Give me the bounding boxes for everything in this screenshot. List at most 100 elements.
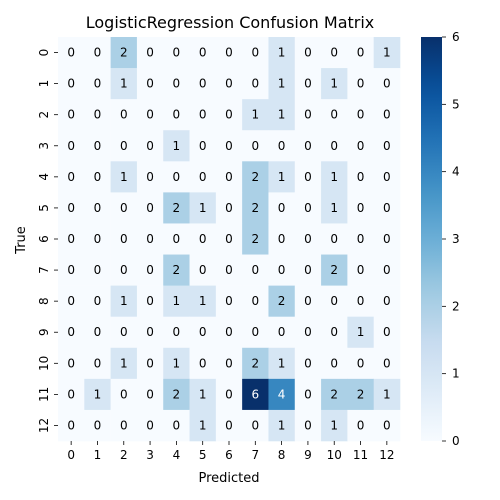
heatmap-cell [84,161,111,193]
cell-value-label: 0 [94,139,102,153]
heatmap-cell [268,409,296,442]
heatmap-cell [215,254,243,286]
heatmap-cell [242,316,269,349]
heatmap-cell [84,37,111,69]
heatmap-cell [136,254,164,286]
cell-value-label: 0 [225,46,233,60]
heatmap-cell [163,223,190,255]
cell-value-label: 0 [330,325,338,339]
heatmap-cell [163,68,190,100]
y-tick-label: 2 [37,111,51,119]
heatmap-cell [189,68,217,100]
heatmap-cell [136,161,164,193]
cell-value-label: 0 [304,387,312,401]
cell-value-label: 0 [357,418,365,432]
heatmap-cell [321,347,348,380]
heatmap-cell [84,285,111,317]
cell-value-label: 0 [304,232,312,246]
heatmap-cell [163,378,190,411]
heatmap-cell [268,130,296,162]
cell-value-label: 0 [94,418,102,432]
cell-value-label: 0 [199,263,207,277]
cell-value-label: 0 [146,77,154,91]
heatmap-cell [373,316,401,349]
cell-value-label: 0 [120,418,128,432]
heatmap-cell [321,130,348,162]
colorbar-tick-label: 1 [452,367,460,381]
cell-value-label: 0 [357,356,365,370]
heatmap-cell [268,223,296,255]
colorbar-tick-label: 2 [452,299,460,313]
cell-value-label: 4 [278,387,286,401]
cell-value-label: 2 [173,387,181,401]
heatmap-cell [347,347,374,380]
heatmap-cell [136,192,164,224]
cell-value-label: 0 [304,294,312,308]
cell-value-label: 1 [173,356,181,370]
x-tick-label: 11 [353,448,368,462]
y-tick-label: 12 [37,418,51,433]
heatmap-cell [136,99,164,131]
cell-value-label: 0 [67,325,75,339]
heatmap-cell [294,409,322,442]
y-tick-label: 8 [37,297,51,305]
heatmap-cell [163,161,190,193]
cell-value-label: 0 [199,108,207,122]
x-tick-label: 6 [225,448,233,462]
heatmap-cell [215,161,243,193]
cell-value-label: 0 [225,387,233,401]
heatmap-cell [373,223,401,255]
heatmap-cell [58,223,85,255]
heatmap-cell [321,223,348,255]
heatmap-cell [242,68,269,100]
y-tick-label: 7 [37,266,51,274]
cell-value-label: 0 [173,170,181,184]
cell-value-label: 1 [330,201,338,215]
cell-value-label: 2 [330,387,338,401]
cell-value-label: 0 [357,77,365,91]
cell-value-label: 0 [94,201,102,215]
heatmap-cell [268,254,296,286]
heatmap-cell [321,254,348,286]
heatmap-cell [136,347,164,380]
y-tick-label: 11 [37,387,51,402]
x-tick-label: 10 [327,448,342,462]
cell-value-label: 0 [94,108,102,122]
heatmap-cell [189,347,217,380]
cell-value-label: 0 [225,201,233,215]
cell-value-label: 1 [199,294,207,308]
heatmap-cell [373,285,401,317]
heatmap-cell [84,99,111,131]
cell-value-label: 0 [383,356,391,370]
heatmap-cell [268,347,296,380]
heatmap-cell [373,192,401,224]
heatmap-cell [242,130,269,162]
heatmap-cell [110,316,138,349]
cell-value-label: 1 [383,387,391,401]
cell-value-label: 0 [199,356,207,370]
heatmap-cell [347,68,374,100]
cell-value-label: 0 [199,139,207,153]
heatmap-cell [347,99,374,131]
heatmap-cell [163,99,190,131]
heatmap-cell [58,254,85,286]
heatmap-cell [268,316,296,349]
cell-value-label: 0 [146,356,154,370]
cell-value-label: 0 [304,170,312,184]
cell-value-label: 0 [173,77,181,91]
cell-value-label: 0 [330,232,338,246]
cell-value-label: 1 [120,77,128,91]
cell-value-label: 2 [120,46,128,60]
cell-value-label: 0 [146,46,154,60]
heatmap-cell [294,254,322,286]
cell-value-label: 0 [304,356,312,370]
cell-value-label: 0 [330,108,338,122]
heatmap-cell [58,37,85,69]
cell-value-label: 1 [278,418,286,432]
cell-value-label: 0 [278,232,286,246]
heatmap-cell [189,378,217,411]
heatmap-cell [110,254,138,286]
cell-value-label: 1 [199,418,207,432]
cell-value-label: 0 [67,170,75,184]
